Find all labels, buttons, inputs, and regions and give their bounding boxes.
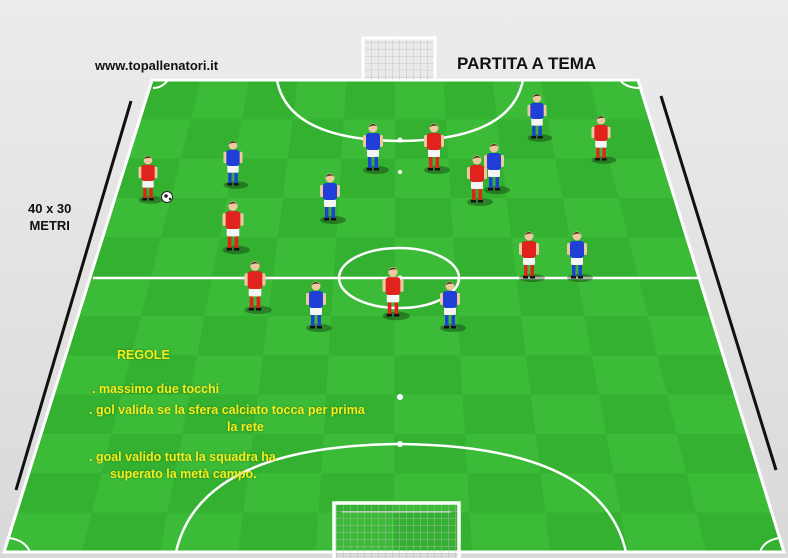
top-second-spot bbox=[398, 170, 402, 174]
field-size-line2: METRI bbox=[29, 218, 70, 233]
player-blue-16 bbox=[440, 281, 466, 332]
rule-1: . massimo due tocchi bbox=[92, 382, 220, 396]
rules-heading: REGOLE bbox=[117, 348, 170, 362]
left-dimension-line bbox=[14, 100, 133, 491]
top-goal bbox=[361, 36, 437, 80]
player-blue-7 bbox=[320, 173, 346, 224]
top-penalty-spot bbox=[397, 137, 403, 143]
football-field bbox=[1, 78, 787, 554]
corner-arc-bottom-right bbox=[759, 537, 781, 553]
player-blue-5 bbox=[527, 93, 553, 142]
center-circle bbox=[337, 246, 461, 310]
bottom-penalty-spot bbox=[397, 441, 403, 447]
players-layer bbox=[138, 93, 617, 332]
player-red-6 bbox=[591, 115, 617, 164]
right-dimension-line bbox=[659, 95, 778, 471]
rule-2-line-2: la rete bbox=[227, 420, 264, 434]
rule-2-line-1: . gol valida se la sfera calciato tocca … bbox=[89, 403, 365, 417]
player-blue-12 bbox=[567, 231, 593, 282]
rule-3-line-2: superato la metà campo. bbox=[110, 467, 257, 481]
bottom-goal bbox=[332, 501, 461, 558]
bottom-second-spot bbox=[397, 394, 403, 400]
corner-arc-bottom-left bbox=[8, 537, 31, 553]
rule-3-line-1: . goal valido tutta la squadra ha bbox=[89, 450, 276, 464]
website-label: www.topallenatori.it bbox=[95, 58, 219, 73]
player-red-11 bbox=[519, 231, 545, 282]
player-red-4 bbox=[424, 123, 450, 174]
player-red-15 bbox=[382, 267, 410, 321]
corner-arc-top-left bbox=[152, 79, 169, 89]
player-blue-9 bbox=[484, 143, 510, 194]
ball-icon bbox=[161, 191, 173, 203]
player-red-1 bbox=[138, 155, 164, 204]
player-red-8 bbox=[467, 155, 493, 206]
field-size-line1: 40 x 30 bbox=[28, 201, 72, 216]
player-blue-14 bbox=[306, 281, 332, 332]
page-title: PARTITA A TEMA bbox=[457, 54, 597, 73]
player-blue-2 bbox=[223, 140, 249, 189]
field-size-label: 40 x 30 METRI bbox=[28, 200, 71, 234]
player-blue-3 bbox=[363, 123, 389, 174]
field-boundary bbox=[1, 78, 787, 554]
corner-arc-top-right bbox=[619, 79, 641, 89]
player-red-10 bbox=[222, 201, 250, 255]
player-red-13 bbox=[244, 261, 272, 315]
